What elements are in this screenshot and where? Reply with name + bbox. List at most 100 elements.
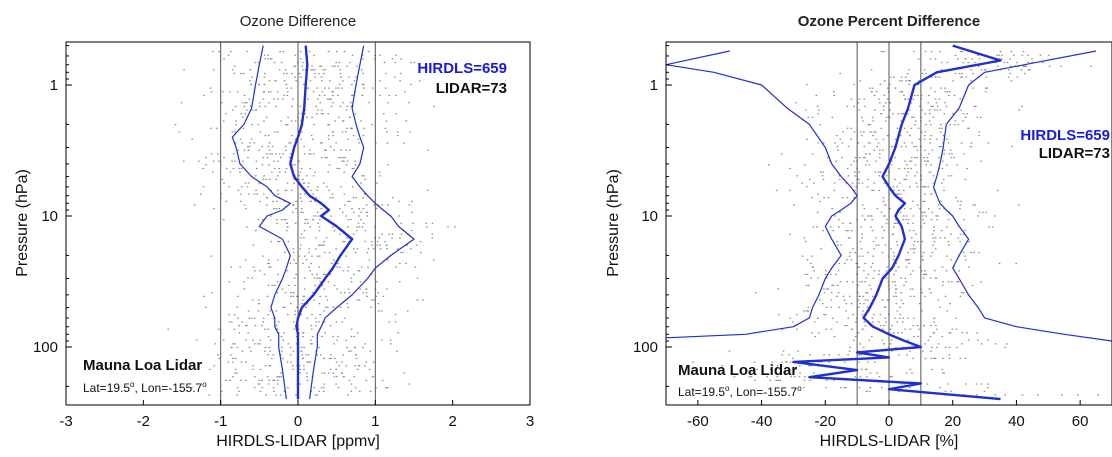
scatter-point (873, 248, 875, 250)
scatter-point (352, 167, 355, 170)
scatter-point (830, 306, 833, 308)
scatter-point (924, 270, 926, 272)
scatter-point (810, 197, 813, 199)
scatter-point (885, 321, 887, 323)
scatter-point (359, 288, 362, 290)
scatter-point (1027, 61, 1030, 64)
scatter-point (250, 317, 253, 319)
scatter-point (300, 138, 302, 140)
scatter-point (906, 259, 909, 261)
scatter-point (908, 135, 911, 137)
scatter-point (821, 175, 824, 177)
scatter-point (835, 160, 837, 162)
scatter-point (944, 91, 947, 93)
scatter-point (951, 328, 954, 330)
scatter-point (328, 164, 331, 166)
scatter-point (402, 251, 405, 254)
scatter-point (294, 310, 297, 312)
scatter-point (946, 91, 949, 93)
scatter-point (964, 116, 967, 118)
scatter-point (977, 215, 979, 217)
scatter-point (946, 61, 949, 64)
scatter-point (823, 354, 825, 356)
scatter-point (382, 295, 385, 297)
scatter-point (353, 211, 355, 213)
scatter-point (953, 124, 956, 126)
scatter-point (959, 98, 961, 100)
scatter-point (858, 295, 861, 297)
scatter-point (754, 292, 757, 294)
scatter-point (912, 215, 915, 217)
scatter-point (869, 387, 871, 389)
scatter-point (893, 145, 896, 148)
scatter-point (805, 109, 807, 111)
scatter-point (302, 211, 304, 213)
scatter-point (361, 175, 363, 177)
scatter-point (228, 314, 230, 316)
scatter-point (909, 328, 912, 330)
scatter-point (972, 204, 975, 206)
scatter-point (374, 226, 376, 228)
scatter-point (289, 156, 291, 159)
scatter-point (1025, 65, 1027, 67)
scatter-point (836, 321, 838, 323)
scatter-point (900, 383, 903, 385)
scatter-point (292, 251, 295, 254)
scatter-point (843, 387, 846, 389)
scatter-point (1005, 343, 1008, 345)
scatter-point (882, 200, 885, 202)
scatter-point (320, 76, 323, 78)
scatter-point (301, 354, 303, 356)
scatter-point (174, 124, 177, 126)
scatter-point (321, 284, 324, 286)
scatter-point (1009, 72, 1011, 75)
scatter-point (254, 324, 257, 327)
scatter-point (881, 226, 883, 228)
scatter-point (294, 222, 297, 224)
scatter-point (264, 135, 267, 137)
scatter-point (293, 259, 295, 261)
scatter-point (897, 113, 900, 115)
scatter-point (433, 105, 435, 107)
scatter-point (308, 248, 310, 250)
scatter-point (267, 383, 270, 385)
scatter-point (908, 259, 911, 261)
scatter-point (886, 299, 889, 301)
scatter-point (290, 189, 293, 192)
scatter-point (889, 328, 892, 330)
scatter-point (895, 193, 897, 195)
scatter-point (294, 138, 297, 140)
scatter-point (283, 200, 286, 202)
scatter-point (229, 91, 231, 93)
scatter-point (902, 219, 905, 221)
scatter-point (258, 383, 261, 385)
scatter-point (292, 292, 295, 294)
scatter-point (822, 178, 825, 181)
scatter-point (308, 266, 310, 268)
scatter-point (268, 178, 271, 181)
scatter-point (946, 226, 948, 228)
scatter-point (823, 314, 825, 316)
scatter-point (364, 343, 366, 345)
scatter-point (264, 365, 267, 367)
scatter-point (239, 200, 242, 202)
scatter-point (339, 72, 342, 75)
scatter-point (410, 248, 412, 250)
scatter-point (947, 142, 950, 144)
scatter-point (327, 113, 329, 115)
scatter-point (885, 204, 887, 206)
scatter-point (877, 244, 880, 246)
scatter-point (234, 368, 237, 371)
scatter-point (847, 175, 850, 177)
scatter-point (382, 113, 385, 115)
scatter-point (913, 156, 916, 159)
scatter-point (329, 197, 332, 199)
scatter-point (447, 226, 449, 228)
scatter-point (846, 105, 849, 107)
scatter-point (947, 383, 949, 385)
scatter-point (837, 354, 840, 356)
scatter-point (983, 69, 986, 71)
scatter-point (916, 156, 918, 159)
scatter-point (912, 270, 914, 272)
